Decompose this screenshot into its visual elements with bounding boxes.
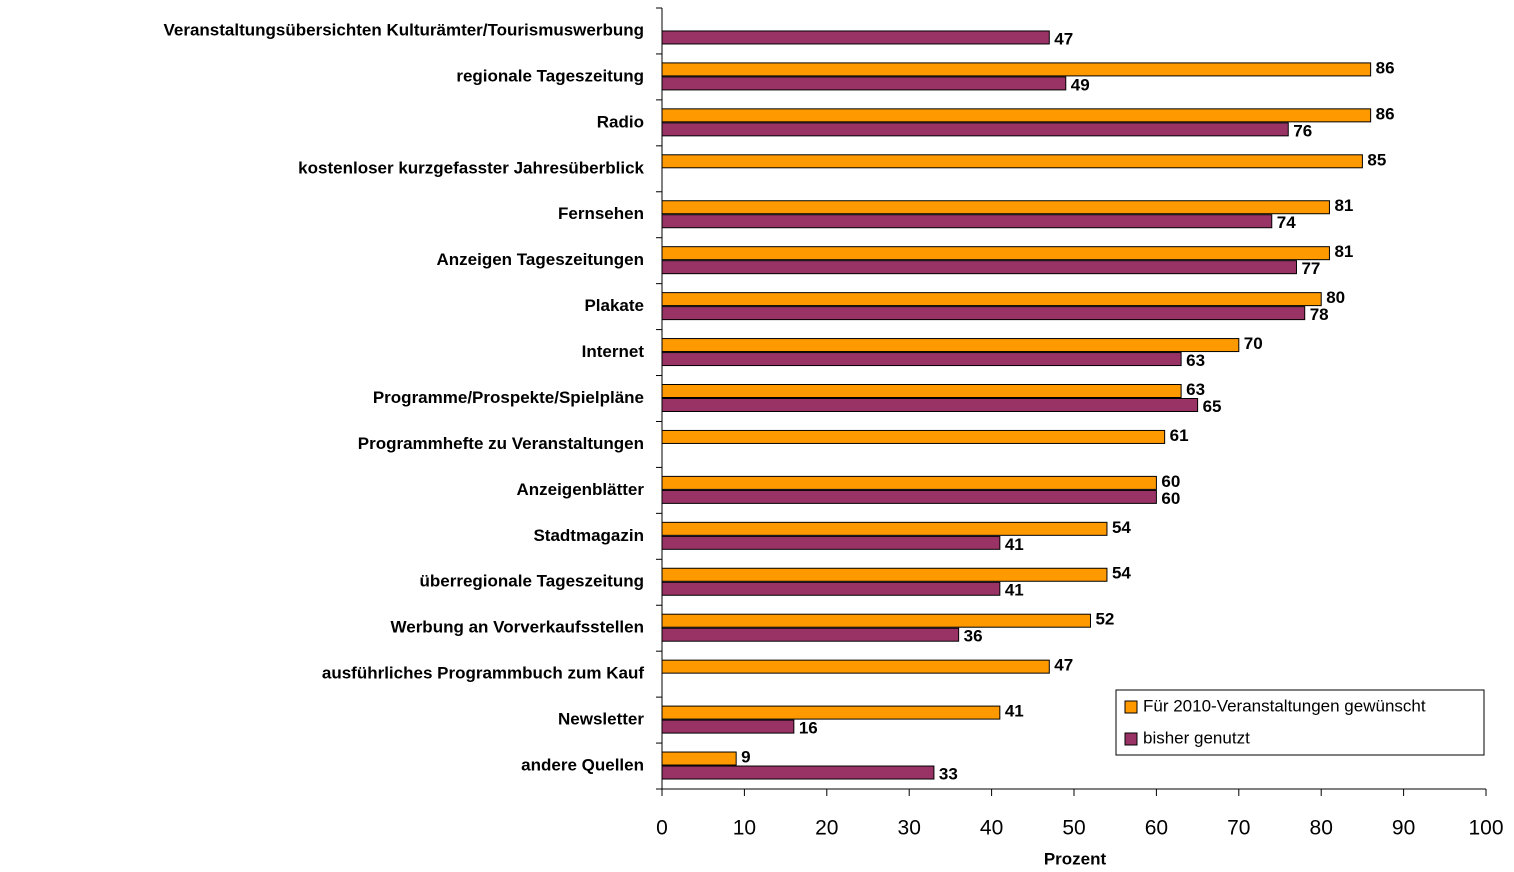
value-label: 76 <box>1293 121 1312 140</box>
value-label: 54 <box>1112 518 1131 537</box>
bar <box>661 765 935 780</box>
value-label: 78 <box>1310 305 1329 324</box>
category-label: Newsletter <box>558 710 644 729</box>
legend-swatch <box>1124 732 1138 746</box>
value-label: 80 <box>1326 288 1345 307</box>
bar <box>661 122 1289 137</box>
x-axis-title: Prozent <box>1044 849 1107 868</box>
bar <box>661 62 1372 77</box>
category-label: kostenloser kurzgefasster Jahresüberblic… <box>298 158 644 177</box>
bar <box>661 613 1091 628</box>
legend-label: bisher genutzt <box>1143 728 1250 747</box>
bar <box>661 306 1306 321</box>
value-label: 61 <box>1170 426 1189 445</box>
value-label: 9 <box>741 748 750 767</box>
category-label: Radio <box>597 112 644 131</box>
legend-label: Für 2010-Veranstaltungen gewünscht <box>1143 696 1426 715</box>
value-label: 52 <box>1095 610 1114 629</box>
bar <box>661 659 1050 674</box>
bar <box>661 719 795 734</box>
value-label: 65 <box>1203 397 1222 416</box>
value-label: 77 <box>1301 259 1320 278</box>
x-tick-label: 90 <box>1392 817 1415 840</box>
value-label: 81 <box>1334 196 1353 215</box>
value-label: 41 <box>1005 535 1024 554</box>
legend-swatch <box>1124 700 1138 714</box>
category-label: Stadtmagazin <box>533 526 644 545</box>
value-label: 33 <box>939 765 958 784</box>
value-label: 41 <box>1005 702 1024 721</box>
bar <box>661 398 1199 412</box>
bar <box>661 429 1166 444</box>
bar <box>661 475 1157 490</box>
x-tick-label: 70 <box>1227 817 1250 840</box>
value-label: 63 <box>1186 351 1205 370</box>
value-label: 49 <box>1071 75 1090 94</box>
value-label: 63 <box>1186 380 1205 399</box>
value-label: 85 <box>1367 150 1386 169</box>
x-tick-label: 30 <box>898 817 921 840</box>
bar <box>661 567 1108 582</box>
bar <box>661 154 1363 169</box>
x-tick-label: 20 <box>815 817 838 840</box>
x-tick-label: 50 <box>1062 817 1085 840</box>
bar <box>661 338 1240 353</box>
category-label: Internet <box>582 342 645 361</box>
bar <box>661 627 960 642</box>
value-label: 86 <box>1376 104 1395 123</box>
value-label: 74 <box>1277 213 1296 232</box>
bar <box>661 521 1108 536</box>
category-label: Fernsehen <box>558 204 644 223</box>
value-label: 81 <box>1334 242 1353 261</box>
bar <box>661 352 1182 367</box>
category-label: Veranstaltungsübersichten Kulturämter/To… <box>164 20 645 39</box>
value-label: 47 <box>1054 29 1073 48</box>
category-label: überregionale Tageszeitung <box>419 572 644 591</box>
bar <box>661 489 1157 504</box>
bar <box>661 200 1330 215</box>
category-label: regionale Tageszeitung <box>456 66 644 85</box>
legend-box <box>1115 689 1485 756</box>
bar <box>661 260 1297 275</box>
bar <box>661 292 1322 307</box>
category-label: Anzeigenblätter <box>516 480 644 499</box>
value-label: 41 <box>1005 581 1024 600</box>
x-tick-label: 60 <box>1145 817 1168 840</box>
bar <box>661 246 1330 261</box>
bar <box>661 30 1050 45</box>
category-label: ausführliches Programmbuch zum Kauf <box>322 664 644 683</box>
bar <box>661 384 1182 398</box>
bar <box>661 535 1001 550</box>
category-label: Programmhefte zu Veranstaltungen <box>358 434 644 453</box>
value-label: 36 <box>964 627 983 646</box>
value-label: 47 <box>1054 656 1073 675</box>
bar <box>661 705 1001 720</box>
category-label: Programme/Prospekte/Spielpläne <box>373 388 644 407</box>
x-tick-label: 10 <box>733 817 756 840</box>
category-label: Anzeigen Tageszeitungen <box>437 250 645 269</box>
x-tick-label: 100 <box>1468 817 1503 840</box>
bar <box>661 214 1273 229</box>
bar <box>661 108 1372 123</box>
value-label: 60 <box>1161 489 1180 508</box>
category-label: andere Quellen <box>521 756 644 775</box>
x-tick-label: 40 <box>980 817 1003 840</box>
bar <box>661 751 737 766</box>
value-label: 16 <box>799 719 818 738</box>
bar <box>661 76 1067 91</box>
category-label: Plakate <box>584 296 644 315</box>
category-label: Werbung an Vorverkaufsstellen <box>391 618 645 637</box>
value-label: 70 <box>1244 334 1263 353</box>
x-tick-label: 0 <box>656 817 668 840</box>
bar <box>661 581 1001 596</box>
value-label: 86 <box>1376 58 1395 77</box>
value-label: 60 <box>1161 472 1180 491</box>
value-label: 54 <box>1112 564 1131 583</box>
x-tick-label: 80 <box>1310 817 1333 840</box>
